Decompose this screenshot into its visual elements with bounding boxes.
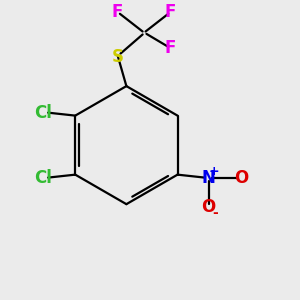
Text: N: N [202, 169, 215, 187]
Text: F: F [165, 39, 176, 57]
Text: +: + [209, 165, 220, 178]
Text: -: - [212, 206, 218, 220]
Text: O: O [234, 169, 248, 187]
Text: F: F [165, 3, 176, 21]
Text: O: O [201, 198, 216, 216]
Text: F: F [112, 3, 123, 21]
Text: Cl: Cl [34, 104, 52, 122]
Text: Cl: Cl [34, 169, 52, 187]
Text: S: S [112, 48, 124, 66]
